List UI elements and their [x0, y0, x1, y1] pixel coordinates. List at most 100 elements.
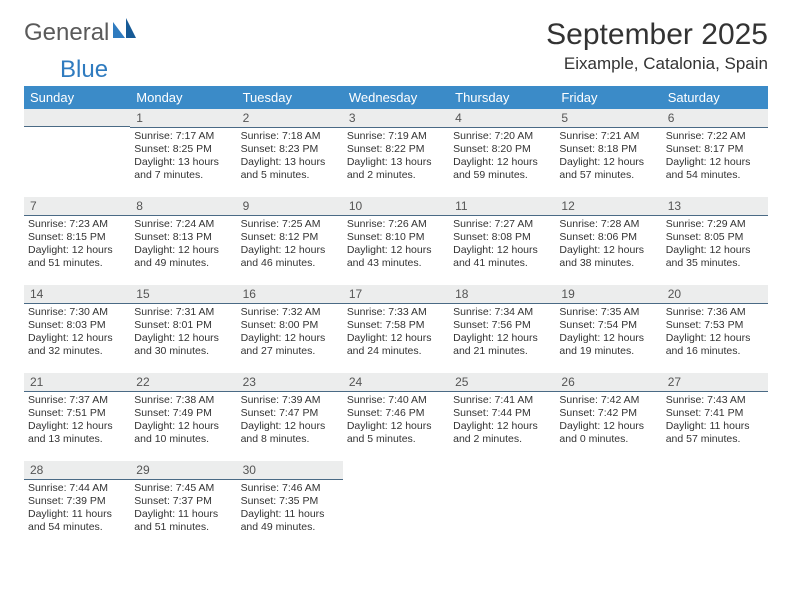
- calendar-row: 1Sunrise: 7:17 AMSunset: 8:25 PMDaylight…: [24, 109, 768, 197]
- sun-info: Sunrise: 7:29 AMSunset: 8:05 PMDaylight:…: [662, 218, 768, 271]
- sunset-text: Sunset: 8:17 PM: [666, 143, 764, 156]
- sun-info: Sunrise: 7:42 AMSunset: 7:42 PMDaylight:…: [555, 394, 661, 447]
- day-number: 21: [24, 373, 130, 392]
- calendar-cell: 29Sunrise: 7:45 AMSunset: 7:37 PMDayligh…: [130, 461, 236, 549]
- sun-info: Sunrise: 7:19 AMSunset: 8:22 PMDaylight:…: [343, 130, 449, 183]
- sunset-text: Sunset: 8:22 PM: [347, 143, 445, 156]
- weekday-header: Monday: [130, 86, 236, 109]
- sunset-text: Sunset: 7:44 PM: [453, 407, 551, 420]
- day-number: 18: [449, 285, 555, 304]
- sun-info: Sunrise: 7:18 AMSunset: 8:23 PMDaylight:…: [237, 130, 343, 183]
- sunrise-text: Sunrise: 7:45 AM: [134, 482, 232, 495]
- sunrise-text: Sunrise: 7:30 AM: [28, 306, 126, 319]
- calendar-cell: 27 Sunrise: 7:43 AMSunset: 7:41 PMDayligh…: [662, 373, 768, 461]
- day-number: 26: [555, 373, 661, 392]
- daylight-text: Daylight: 12 hours and 49 minutes.: [134, 244, 232, 270]
- day-number: 4: [449, 109, 555, 128]
- daylight-text: Daylight: 12 hours and 46 minutes.: [241, 244, 339, 270]
- sunset-text: Sunset: 8:25 PM: [134, 143, 232, 156]
- day-number: 6: [662, 109, 768, 128]
- sunrise-text: Sunrise: 7:19 AM: [347, 130, 445, 143]
- calendar-cell: 6Sunrise: 7:22 AMSunset: 8:17 PMDaylight…: [662, 109, 768, 197]
- calendar-row: 21Sunrise: 7:37 AMSunset: 7:51 PMDayligh…: [24, 373, 768, 461]
- calendar-cell: 14Sunrise: 7:30 AMSunset: 8:03 PMDayligh…: [24, 285, 130, 373]
- sunrise-text: Sunrise: 7:43 AM: [666, 394, 764, 407]
- calendar-head: SundayMondayTuesdayWednesdayThursdayFrid…: [24, 86, 768, 109]
- sunrise-text: Sunrise: 7:31 AM: [134, 306, 232, 319]
- calendar-cell: 26 Sunrise: 7:42 AMSunset: 7:42 PMDayligh…: [555, 373, 661, 461]
- sunset-text: Sunset: 7:58 PM: [347, 319, 445, 332]
- sun-info: Sunrise: 7:28 AMSunset: 8:06 PMDaylight:…: [555, 218, 661, 271]
- calendar-row: 7 Sunrise: 7:23 AMSunset: 8:15 PMDaylight…: [24, 197, 768, 285]
- day-number: 10: [343, 197, 449, 216]
- day-number: 7: [24, 197, 130, 216]
- calendar-cell: 13Sunrise: 7:29 AMSunset: 8:05 PMDayligh…: [662, 197, 768, 285]
- daylight-text: Daylight: 11 hours and 49 minutes.: [241, 508, 339, 534]
- sunrise-text: Sunrise: 7:35 AM: [559, 306, 657, 319]
- month-title: September 2025: [546, 18, 768, 52]
- calendar-cell: [555, 461, 661, 549]
- day-number: 27: [662, 373, 768, 392]
- daylight-text: Daylight: 12 hours and 30 minutes.: [134, 332, 232, 358]
- daylight-text: Daylight: 12 hours and 0 minutes.: [559, 420, 657, 446]
- calendar-cell: 23Sunrise: 7:39 AMSunset: 7:47 PMDayligh…: [237, 373, 343, 461]
- sun-info: Sunrise: 7:41 AMSunset: 7:44 PMDaylight:…: [449, 394, 555, 447]
- empty-day-bar: [24, 109, 130, 127]
- sunrise-text: Sunrise: 7:28 AM: [559, 218, 657, 231]
- sunrise-text: Sunrise: 7:26 AM: [347, 218, 445, 231]
- sunset-text: Sunset: 8:13 PM: [134, 231, 232, 244]
- day-number: 11: [449, 197, 555, 216]
- sunset-text: Sunset: 7:49 PM: [134, 407, 232, 420]
- sun-info: Sunrise: 7:44 AMSunset: 7:39 PMDaylight:…: [24, 482, 130, 535]
- sun-info: Sunrise: 7:34 AMSunset: 7:56 PMDaylight:…: [449, 306, 555, 359]
- day-number: 9: [237, 197, 343, 216]
- calendar-cell: [662, 461, 768, 549]
- calendar-cell: [343, 461, 449, 549]
- sunset-text: Sunset: 8:05 PM: [666, 231, 764, 244]
- calendar-cell: 22Sunrise: 7:38 AMSunset: 7:49 PMDayligh…: [130, 373, 236, 461]
- sunrise-text: Sunrise: 7:20 AM: [453, 130, 551, 143]
- sunset-text: Sunset: 7:56 PM: [453, 319, 551, 332]
- calendar-cell: 8Sunrise: 7:24 AMSunset: 8:13 PMDaylight…: [130, 197, 236, 285]
- daylight-text: Daylight: 13 hours and 7 minutes.: [134, 156, 232, 182]
- daylight-text: Daylight: 12 hours and 57 minutes.: [559, 156, 657, 182]
- daylight-text: Daylight: 12 hours and 43 minutes.: [347, 244, 445, 270]
- sunset-text: Sunset: 7:47 PM: [241, 407, 339, 420]
- daylight-text: Daylight: 12 hours and 54 minutes.: [666, 156, 764, 182]
- sunset-text: Sunset: 7:54 PM: [559, 319, 657, 332]
- sunset-text: Sunset: 7:53 PM: [666, 319, 764, 332]
- daylight-text: Daylight: 12 hours and 51 minutes.: [28, 244, 126, 270]
- sun-info: Sunrise: 7:39 AMSunset: 7:47 PMDaylight:…: [237, 394, 343, 447]
- daylight-text: Daylight: 12 hours and 10 minutes.: [134, 420, 232, 446]
- logo-text-blue: Blue: [60, 56, 108, 84]
- sun-info: Sunrise: 7:43 AMSunset: 7:41 PMDaylight:…: [662, 394, 768, 447]
- sunset-text: Sunset: 8:20 PM: [453, 143, 551, 156]
- calendar-row: 14Sunrise: 7:30 AMSunset: 8:03 PMDayligh…: [24, 285, 768, 373]
- sunset-text: Sunset: 7:37 PM: [134, 495, 232, 508]
- daylight-text: Daylight: 12 hours and 24 minutes.: [347, 332, 445, 358]
- sunrise-text: Sunrise: 7:18 AM: [241, 130, 339, 143]
- sun-info: Sunrise: 7:21 AMSunset: 8:18 PMDaylight:…: [555, 130, 661, 183]
- weekday-header: Tuesday: [237, 86, 343, 109]
- sun-info: Sunrise: 7:23 AMSunset: 8:15 PMDaylight:…: [24, 218, 130, 271]
- calendar-row: 28Sunrise: 7:44 AMSunset: 7:39 PMDayligh…: [24, 461, 768, 549]
- sunrise-text: Sunrise: 7:34 AM: [453, 306, 551, 319]
- calendar-cell: 17Sunrise: 7:33 AMSunset: 7:58 PMDayligh…: [343, 285, 449, 373]
- weekday-header: Saturday: [662, 86, 768, 109]
- sunset-text: Sunset: 8:12 PM: [241, 231, 339, 244]
- daylight-text: Daylight: 12 hours and 59 minutes.: [453, 156, 551, 182]
- sunrise-text: Sunrise: 7:37 AM: [28, 394, 126, 407]
- sunrise-text: Sunrise: 7:17 AM: [134, 130, 232, 143]
- calendar-cell: 12Sunrise: 7:28 AMSunset: 8:06 PMDayligh…: [555, 197, 661, 285]
- daylight-text: Daylight: 12 hours and 16 minutes.: [666, 332, 764, 358]
- calendar-cell: 25Sunrise: 7:41 AMSunset: 7:44 PMDayligh…: [449, 373, 555, 461]
- daylight-text: Daylight: 12 hours and 5 minutes.: [347, 420, 445, 446]
- sunset-text: Sunset: 7:42 PM: [559, 407, 657, 420]
- calendar-cell: 21Sunrise: 7:37 AMSunset: 7:51 PMDayligh…: [24, 373, 130, 461]
- sun-info: Sunrise: 7:38 AMSunset: 7:49 PMDaylight:…: [130, 394, 236, 447]
- daylight-text: Daylight: 12 hours and 32 minutes.: [28, 332, 126, 358]
- calendar-cell: 20Sunrise: 7:36 AMSunset: 7:53 PMDayligh…: [662, 285, 768, 373]
- day-number: 19: [555, 285, 661, 304]
- sun-info: Sunrise: 7:25 AMSunset: 8:12 PMDaylight:…: [237, 218, 343, 271]
- daylight-text: Daylight: 12 hours and 27 minutes.: [241, 332, 339, 358]
